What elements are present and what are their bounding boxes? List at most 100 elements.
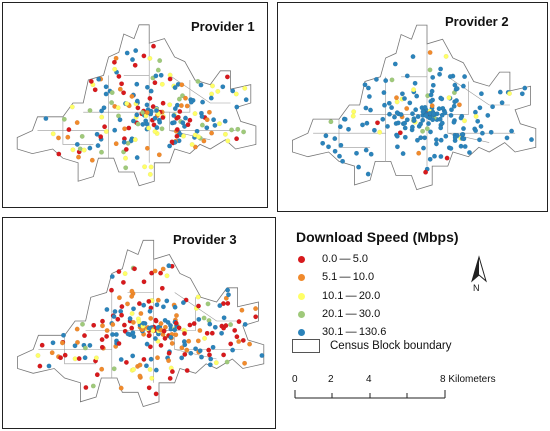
speed-sample-point — [99, 108, 105, 114]
speed-sample-point — [144, 84, 150, 90]
speed-sample-point — [158, 270, 164, 276]
speed-sample-point — [371, 127, 377, 133]
speed-sample-point — [179, 355, 185, 361]
speed-sample-point — [332, 148, 338, 154]
map-panel-provider-2: Provider 2 — [277, 2, 548, 212]
speed-sample-point — [442, 110, 448, 116]
speed-sample-point — [205, 301, 211, 307]
speed-sample-point — [477, 105, 483, 111]
speed-sample-point — [65, 134, 71, 140]
speed-sample-point — [184, 347, 190, 353]
speed-sample-point — [366, 94, 372, 99]
speed-sample-point — [151, 43, 156, 49]
panel-title: Provider 1 — [191, 19, 255, 34]
speed-sample-point — [141, 356, 147, 362]
speed-sample-point — [129, 93, 135, 99]
speed-sample-point — [420, 128, 426, 134]
speed-sample-point — [234, 104, 240, 110]
speed-sample-point — [509, 128, 515, 134]
speed-sample-point — [147, 367, 153, 372]
speed-sample-point — [94, 131, 100, 137]
speed-sample-point — [363, 147, 369, 153]
speed-sample-point — [426, 121, 431, 127]
speed-sample-point — [507, 91, 512, 96]
speed-sample-point — [404, 73, 410, 79]
speed-sample-point — [174, 313, 179, 318]
speed-sample-point — [461, 136, 467, 142]
speed-sample-point — [126, 125, 132, 131]
speed-sample-point — [186, 338, 192, 344]
speed-sample-point — [172, 327, 178, 333]
speed-sample-point — [83, 385, 89, 390]
speed-sample-point — [235, 126, 241, 132]
speed-sample-point — [438, 125, 444, 131]
speed-sample-point — [137, 362, 143, 368]
legend-dot — [298, 292, 305, 300]
speed-sample-point — [116, 295, 122, 301]
speed-sample-point — [61, 332, 66, 338]
speed-sample-point — [439, 96, 445, 102]
speed-sample-point — [202, 335, 208, 341]
speed-sample-point — [187, 322, 193, 328]
speed-sample-point — [90, 383, 96, 389]
scale-tick-label: 2 — [328, 374, 334, 385]
speed-sample-point — [206, 347, 212, 353]
speed-sample-point — [158, 72, 164, 78]
speed-sample-point — [226, 292, 231, 298]
speed-sample-point — [411, 118, 417, 124]
speed-sample-point — [337, 124, 343, 130]
speed-sample-point — [196, 303, 201, 309]
speed-sample-point — [179, 82, 185, 88]
speed-sample-point — [154, 302, 160, 308]
speed-sample-point — [447, 74, 453, 80]
speed-sample-point — [115, 105, 121, 111]
speed-sample-point — [197, 348, 203, 354]
speed-sample-point — [159, 126, 165, 132]
speed-sample-point — [167, 76, 173, 82]
speed-sample-point — [155, 67, 161, 73]
speed-sample-point — [433, 137, 439, 143]
speed-sample-point — [423, 113, 429, 118]
speed-sample-point — [477, 137, 482, 143]
speed-sample-point — [153, 318, 159, 324]
scale-bar-line — [294, 390, 446, 399]
speed-sample-point — [146, 298, 152, 304]
speed-sample-point — [131, 367, 136, 372]
speed-sample-point — [201, 138, 207, 144]
speed-sample-point — [104, 328, 110, 333]
speed-sample-point — [103, 129, 109, 134]
speed-sample-point — [259, 353, 265, 358]
speed-sample-point — [177, 109, 183, 114]
speed-sample-point — [159, 285, 165, 291]
speed-sample-point — [99, 337, 105, 343]
speed-sample-point — [72, 343, 78, 349]
speed-sample-point — [152, 336, 158, 341]
speed-sample-point — [436, 106, 442, 112]
speed-sample-point — [131, 306, 136, 312]
speed-sample-point — [74, 141, 80, 147]
speed-sample-point — [182, 351, 188, 357]
speed-sample-point — [407, 100, 413, 106]
speed-sample-point — [87, 108, 93, 113]
speed-sample-point — [395, 120, 401, 126]
speed-sample-point — [410, 54, 416, 60]
speed-sample-point — [210, 344, 216, 350]
speed-sample-point — [448, 145, 454, 151]
speed-sample-point — [430, 117, 436, 123]
speed-sample-point — [424, 126, 430, 132]
speed-sample-point — [224, 74, 230, 80]
speed-sample-point — [174, 102, 180, 108]
speed-sample-point — [146, 325, 152, 331]
speed-sample-point — [213, 360, 219, 366]
speed-sample-point — [386, 100, 392, 106]
census-block-line — [85, 292, 113, 331]
speed-sample-point — [138, 311, 144, 316]
census-block-swatch — [292, 339, 320, 353]
speed-sample-point — [160, 304, 166, 310]
speed-sample-point — [146, 333, 152, 339]
speed-sample-point — [385, 123, 390, 129]
speed-sample-point — [39, 342, 45, 348]
speed-sample-point — [247, 341, 253, 347]
speed-sample-point — [462, 144, 468, 149]
speed-sample-point — [402, 134, 408, 140]
